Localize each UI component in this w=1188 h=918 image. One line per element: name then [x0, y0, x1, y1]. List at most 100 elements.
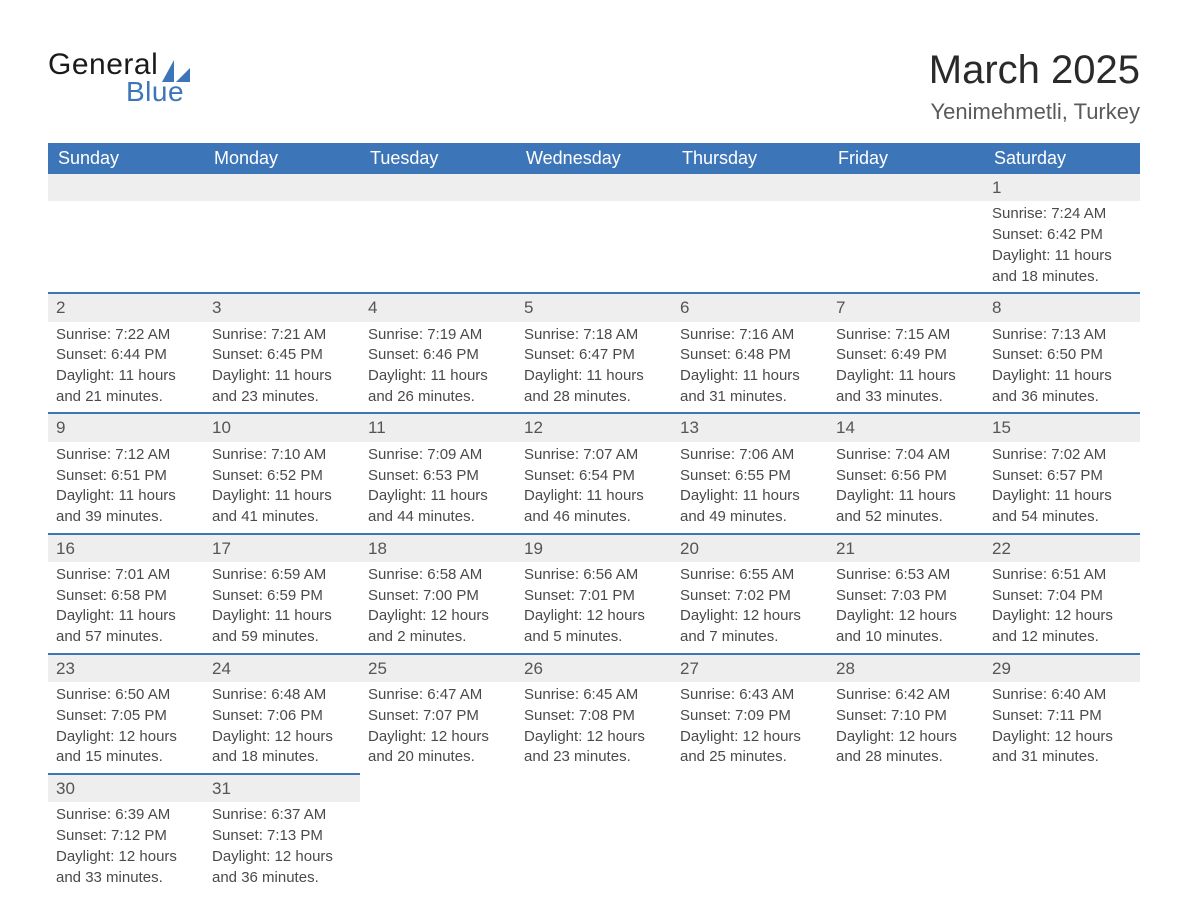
cell-body: Sunrise: 7:07 AMSunset: 6:54 PMDaylight:… — [516, 442, 672, 533]
sunset: Sunset: 7:13 PM — [212, 826, 352, 847]
calendar-week: 16Sunrise: 7:01 AMSunset: 6:58 PMDayligh… — [48, 534, 1140, 654]
daylight-line2: and 20 minutes. — [368, 747, 508, 768]
sunset: Sunset: 6:50 PM — [992, 345, 1132, 366]
daylight-line1: Daylight: 11 hours — [992, 486, 1132, 507]
calendar-cell: 17Sunrise: 6:59 AMSunset: 6:59 PMDayligh… — [204, 534, 360, 654]
calendar-cell — [360, 174, 516, 293]
day-number: 17 — [204, 535, 360, 562]
day-header: Wednesday — [516, 143, 672, 174]
sunset: Sunset: 7:06 PM — [212, 706, 352, 727]
day-number: 25 — [360, 655, 516, 682]
sunrise: Sunrise: 7:15 AM — [836, 325, 976, 346]
daylight-line2: and 2 minutes. — [368, 627, 508, 648]
calendar-cell: 8Sunrise: 7:13 AMSunset: 6:50 PMDaylight… — [984, 293, 1140, 413]
sunset: Sunset: 7:07 PM — [368, 706, 508, 727]
sunrise: Sunrise: 7:19 AM — [368, 325, 508, 346]
sunset: Sunset: 7:08 PM — [524, 706, 664, 727]
sunset: Sunset: 7:10 PM — [836, 706, 976, 727]
day-header: Monday — [204, 143, 360, 174]
calendar-cell: 1Sunrise: 7:24 AMSunset: 6:42 PMDaylight… — [984, 174, 1140, 293]
day-number: 24 — [204, 655, 360, 682]
daylight-line1: Daylight: 12 hours — [680, 727, 820, 748]
calendar-cell: 21Sunrise: 6:53 AMSunset: 7:03 PMDayligh… — [828, 534, 984, 654]
calendar-cell: 31Sunrise: 6:37 AMSunset: 7:13 PMDayligh… — [204, 774, 360, 893]
daylight-line1: Daylight: 11 hours — [56, 486, 196, 507]
daylight-line1: Daylight: 11 hours — [56, 606, 196, 627]
cell-body: Sunrise: 6:51 AMSunset: 7:04 PMDaylight:… — [984, 562, 1140, 653]
sunrise: Sunrise: 7:01 AM — [56, 565, 196, 586]
day-number: 13 — [672, 414, 828, 441]
calendar-cell: 14Sunrise: 7:04 AMSunset: 6:56 PMDayligh… — [828, 413, 984, 533]
daylight-line2: and 36 minutes. — [992, 387, 1132, 408]
sunset: Sunset: 7:11 PM — [992, 706, 1132, 727]
day-number: 20 — [672, 535, 828, 562]
daylight-line1: Daylight: 11 hours — [368, 486, 508, 507]
calendar-cell — [828, 174, 984, 293]
sunset: Sunset: 7:05 PM — [56, 706, 196, 727]
cell-body: Sunrise: 6:40 AMSunset: 7:11 PMDaylight:… — [984, 682, 1140, 773]
daylight-line1: Daylight: 12 hours — [212, 847, 352, 868]
calendar-cell — [360, 774, 516, 893]
calendar-cell: 15 Sunrise: 7:02 AMSunset: 6:57 PMDayligh… — [984, 413, 1140, 533]
sunset: Sunset: 6:57 PM — [992, 466, 1132, 487]
cell-body: Sunrise: 7:10 AMSunset: 6:52 PMDaylight:… — [204, 442, 360, 533]
daylight-line1: Daylight: 12 hours — [368, 606, 508, 627]
cell-body: Sunrise: 7:24 AMSunset: 6:42 PMDaylight:… — [984, 201, 1140, 292]
daylight-line1: Daylight: 12 hours — [836, 727, 976, 748]
month-title: March 2025 — [929, 48, 1140, 93]
daylight-line2: and 23 minutes. — [524, 747, 664, 768]
daylight-line1: Daylight: 12 hours — [212, 727, 352, 748]
day-number: 26 — [516, 655, 672, 682]
sunrise: Sunrise: 6:45 AM — [524, 685, 664, 706]
daylight-line2: and 44 minutes. — [368, 507, 508, 528]
day-number: 15 — [984, 414, 1140, 441]
calendar-week: 2Sunrise: 7:22 AMSunset: 6:44 PMDaylight… — [48, 293, 1140, 413]
sunrise: Sunrise: 6:50 AM — [56, 685, 196, 706]
daylight-line2: and 18 minutes. — [992, 267, 1132, 288]
sunrise: Sunrise: 7:13 AM — [992, 325, 1132, 346]
daylight-line1: Daylight: 12 hours — [56, 847, 196, 868]
sunset: Sunset: 6:45 PM — [212, 345, 352, 366]
day-header: Tuesday — [360, 143, 516, 174]
day-number: 10 — [204, 414, 360, 441]
daylight-line2: and 15 minutes. — [56, 747, 196, 768]
calendar-week: 1Sunrise: 7:24 AMSunset: 6:42 PMDaylight… — [48, 174, 1140, 293]
daylight-line2: and 26 minutes. — [368, 387, 508, 408]
sunrise: Sunrise: 6:37 AM — [212, 805, 352, 826]
day-number: 19 — [516, 535, 672, 562]
daylight-line2: and 25 minutes. — [680, 747, 820, 768]
daylight-line2: and 31 minutes. — [680, 387, 820, 408]
sunset: Sunset: 6:48 PM — [680, 345, 820, 366]
sunrise: Sunrise: 7:02 AM — [992, 445, 1132, 466]
daylight-line2: and 36 minutes. — [212, 868, 352, 889]
sunrise: Sunrise: 7:09 AM — [368, 445, 508, 466]
calendar-cell: 9Sunrise: 7:12 AMSunset: 6:51 PMDaylight… — [48, 413, 204, 533]
calendar-week: 23Sunrise: 6:50 AMSunset: 7:05 PMDayligh… — [48, 654, 1140, 774]
daynum-bar-empty — [672, 174, 828, 201]
day-number: 7 — [828, 294, 984, 321]
day-number: 23 — [48, 655, 204, 682]
sunrise: Sunrise: 6:51 AM — [992, 565, 1132, 586]
cell-body: Sunrise: 6:48 AMSunset: 7:06 PMDaylight:… — [204, 682, 360, 773]
daylight-line1: Daylight: 11 hours — [680, 486, 820, 507]
sunrise: Sunrise: 6:39 AM — [56, 805, 196, 826]
cell-body: Sunrise: 6:47 AMSunset: 7:07 PMDaylight:… — [360, 682, 516, 773]
daylight-line1: Daylight: 12 hours — [680, 606, 820, 627]
daylight-line2: and 57 minutes. — [56, 627, 196, 648]
daylight-line1: Daylight: 12 hours — [56, 727, 196, 748]
day-header: Sunday — [48, 143, 204, 174]
day-number: 3 — [204, 294, 360, 321]
daylight-line1: Daylight: 12 hours — [524, 727, 664, 748]
cell-body: Sunrise: 6:43 AMSunset: 7:09 PMDaylight:… — [672, 682, 828, 773]
cell-body: Sunrise: 6:45 AMSunset: 7:08 PMDaylight:… — [516, 682, 672, 773]
daylight-line1: Daylight: 11 hours — [56, 366, 196, 387]
daylight-line2: and 10 minutes. — [836, 627, 976, 648]
cell-body: Sunrise: 6:55 AMSunset: 7:02 PMDaylight:… — [672, 562, 828, 653]
sunrise: Sunrise: 7:07 AM — [524, 445, 664, 466]
header-row: General Blue March 2025 Yenimehmetli, Tu… — [48, 48, 1140, 125]
sunrise: Sunrise: 7:22 AM — [56, 325, 196, 346]
daylight-line2: and 41 minutes. — [212, 507, 352, 528]
sunset: Sunset: 6:44 PM — [56, 345, 196, 366]
daylight-line1: Daylight: 12 hours — [992, 727, 1132, 748]
sunset: Sunset: 6:52 PM — [212, 466, 352, 487]
